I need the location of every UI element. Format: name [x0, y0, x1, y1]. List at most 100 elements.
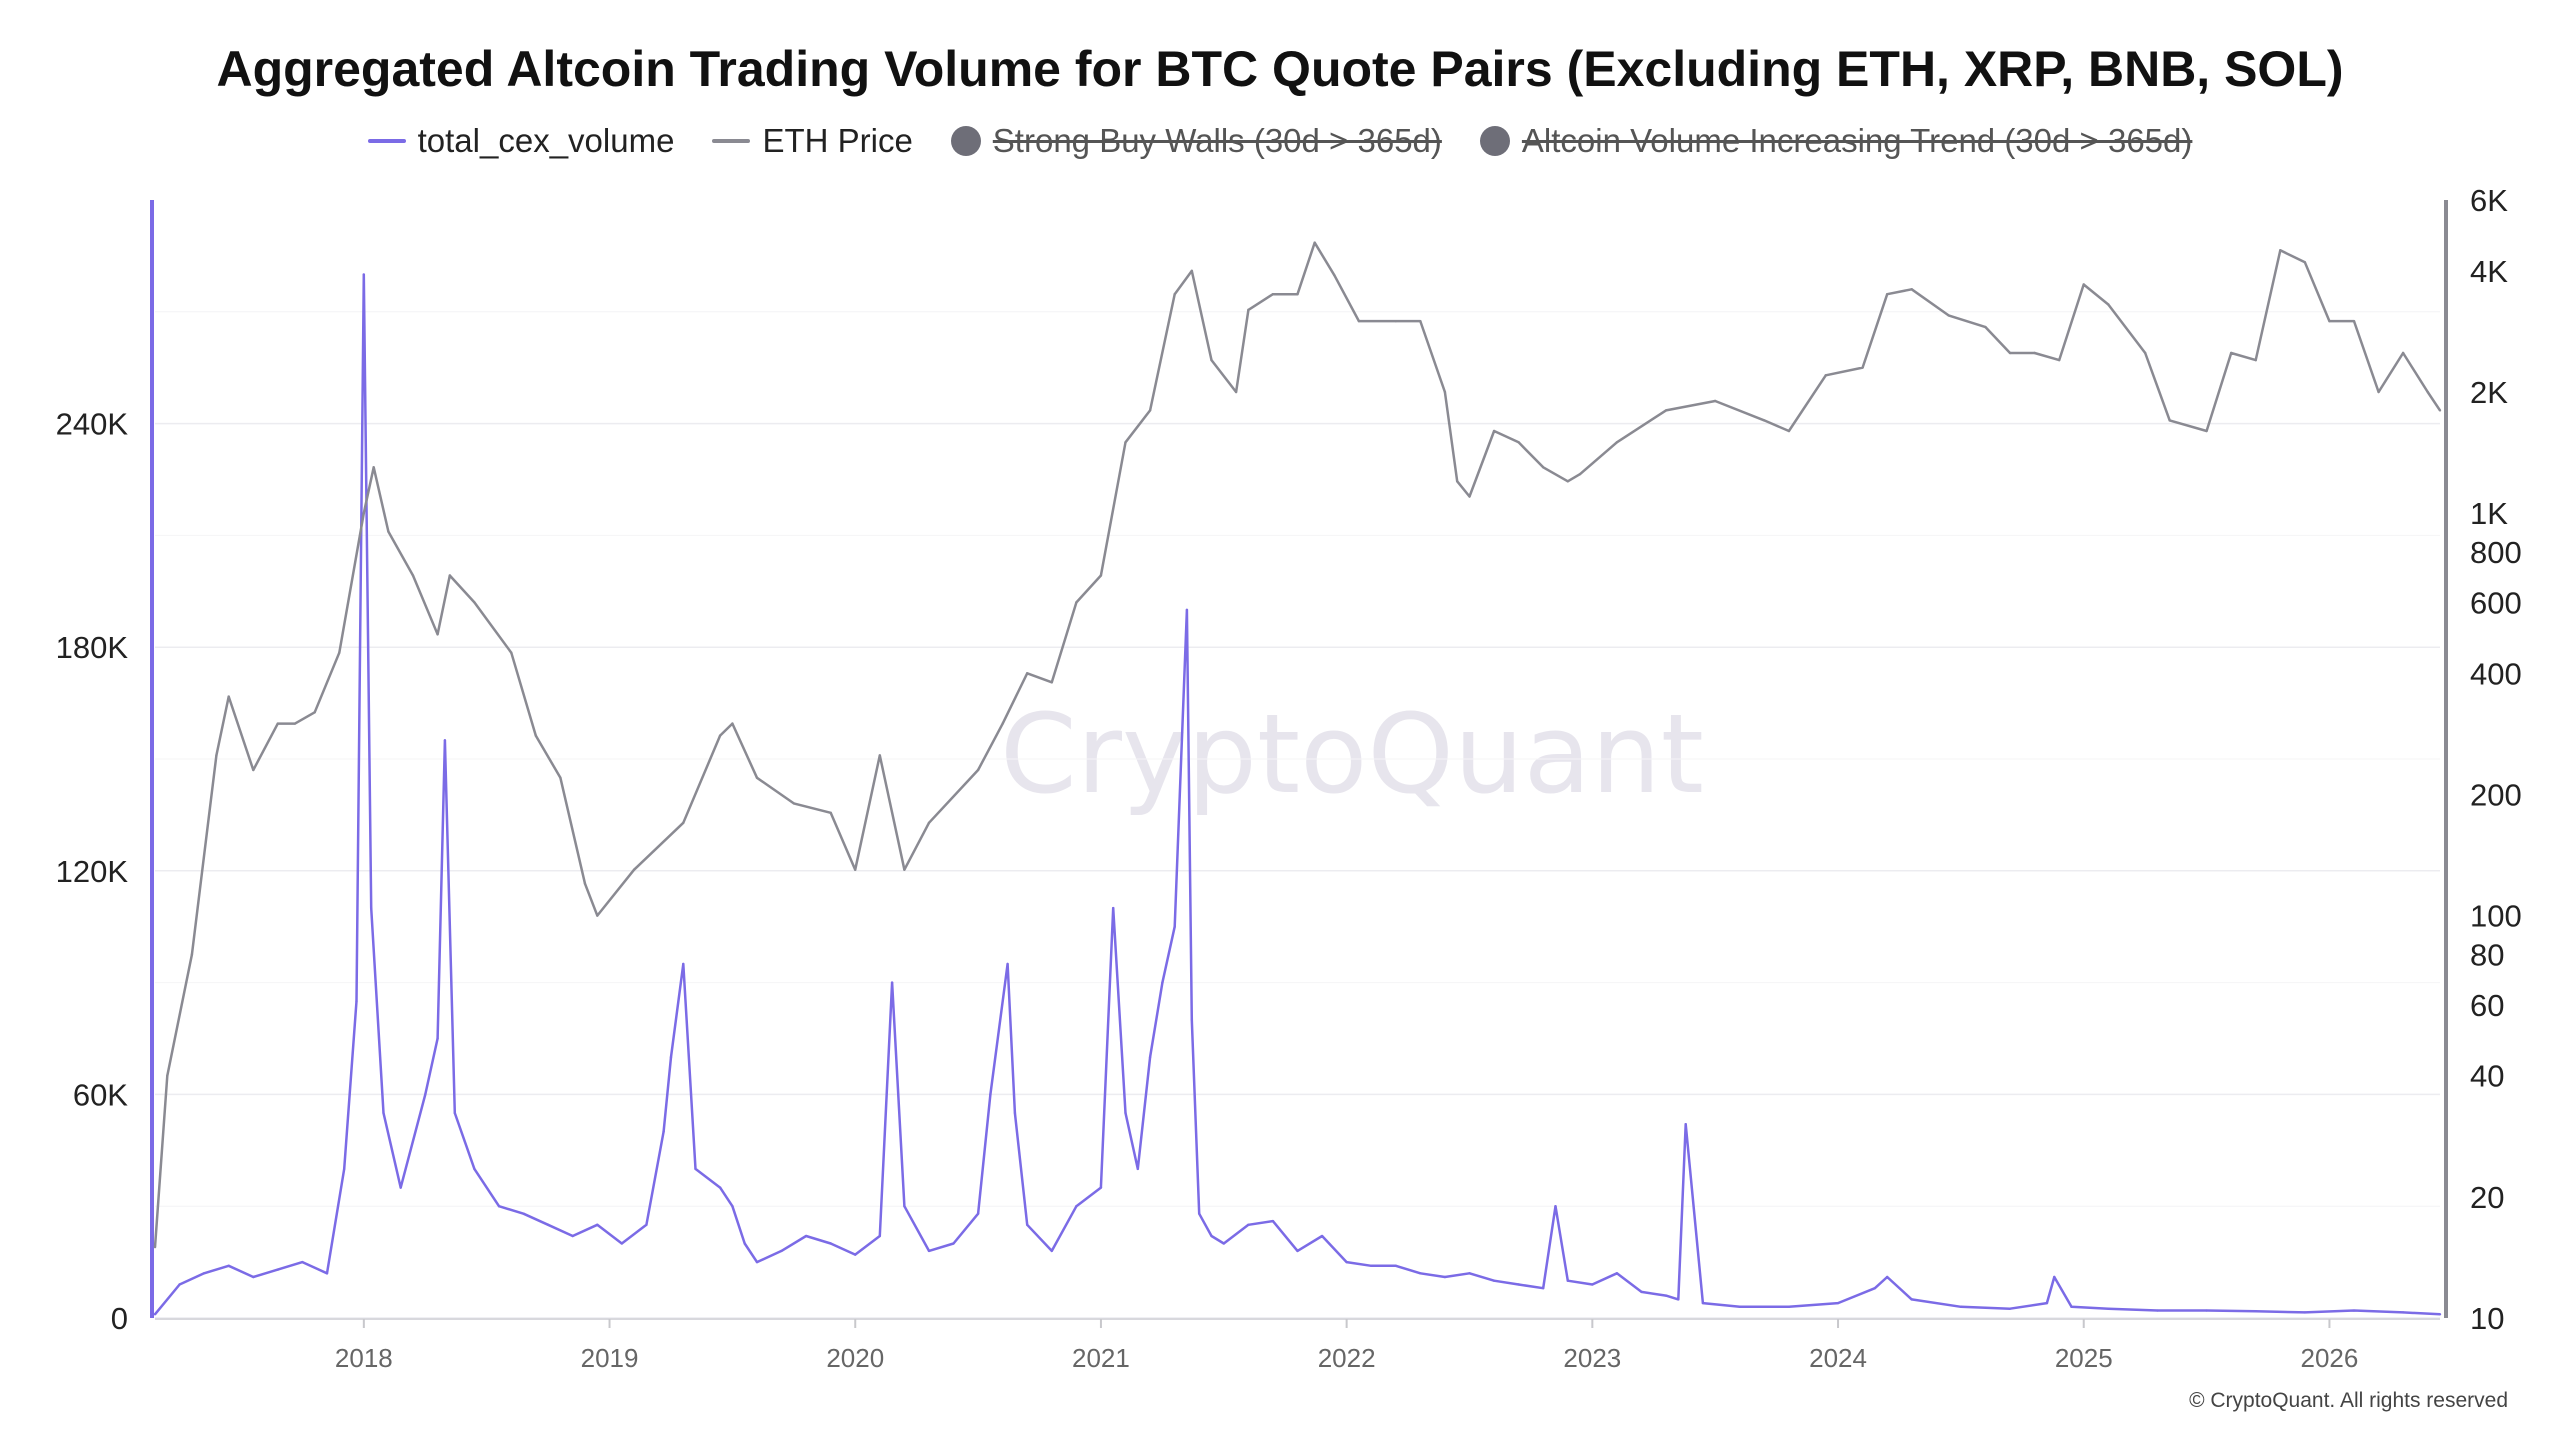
data-point-eth-price — [1615, 441, 1619, 444]
x-tick-label: 2026 — [2301, 1343, 2359, 1373]
data-point-total-cex-volume — [718, 1186, 722, 1189]
data-point-total-cex-volume — [202, 1272, 206, 1275]
data-point-total-cex-volume — [878, 1234, 882, 1238]
series-line-total-cex-volume — [154, 273, 2441, 1316]
data-point-total-cex-volume — [1247, 1223, 1250, 1227]
data-point-eth-price — [1468, 495, 1471, 498]
data-point-total-cex-volume — [989, 1093, 992, 1096]
data-point-eth-price — [1443, 390, 1447, 394]
data-point-eth-price — [1419, 319, 1422, 323]
data-point-eth-price — [1492, 429, 1496, 433]
legend-item-3[interactable]: Altcoin Volume Increasing Trend (30d > 3… — [1479, 122, 2193, 160]
data-point-total-cex-volume — [1136, 1167, 1139, 1171]
data-point-total-cex-volume — [1615, 1272, 1619, 1275]
data-point-total-cex-volume — [1222, 1242, 1225, 1245]
data-point-total-cex-volume — [522, 1212, 525, 1215]
data-point-total-cex-volume — [804, 1234, 808, 1238]
data-point-total-cex-volume — [952, 1242, 955, 1245]
data-point-eth-price — [1210, 358, 1213, 362]
data-point-total-cex-volume — [1345, 1260, 1348, 1264]
data-point-total-cex-volume — [682, 962, 685, 966]
data-point-total-cex-volume — [2205, 1309, 2208, 1312]
data-point-total-cex-volume — [1885, 1275, 1889, 1279]
data-point-eth-price — [1271, 293, 1275, 296]
x-tick-label: 2024 — [1809, 1343, 1867, 1373]
data-point-total-cex-volume — [927, 1249, 931, 1253]
y-right-tick-label: 2K — [2470, 375, 2508, 410]
data-point-total-cex-volume — [2107, 1307, 2110, 1310]
data-point-eth-price — [1124, 441, 1127, 444]
copyright-notice: © CryptoQuant. All rights reserved — [2189, 1389, 2508, 1412]
tick-labels-layer: 0 60K 120K 180K 240K 10 20 40 60 80 100 200 400 600 80… — [56, 183, 2522, 1373]
legend-item-1[interactable]: ETH Price — [712, 122, 913, 160]
data-point-eth-price — [510, 651, 513, 654]
data-point-total-cex-volume — [1112, 906, 1115, 910]
data-point-eth-price — [215, 754, 218, 757]
y-right-tick-label: 600 — [2470, 585, 2522, 620]
legend-item-0[interactable]: total_cex_volume — [367, 122, 674, 160]
data-point-eth-price — [227, 695, 230, 698]
data-point-total-cex-volume — [1517, 1283, 1520, 1286]
data-point-total-cex-volume — [546, 1223, 550, 1227]
x-tick-label: 2021 — [1072, 1343, 1130, 1373]
data-point-eth-price — [682, 821, 685, 825]
data-point-total-cex-volume — [2070, 1305, 2073, 1309]
data-point-eth-price — [313, 711, 316, 714]
y-right-tick-label: 20 — [2470, 1180, 2504, 1215]
data-point-total-cex-volume — [252, 1275, 255, 1279]
data-point-eth-price — [2303, 261, 2307, 264]
data-point-eth-price — [596, 914, 599, 917]
legend-line-marker — [367, 139, 406, 143]
data-point-total-cex-volume — [1050, 1249, 1054, 1253]
data-point-eth-price — [1001, 722, 1004, 725]
y-right-tick-label: 40 — [2470, 1059, 2504, 1094]
data-point-eth-price — [293, 722, 297, 725]
data-point-total-cex-volume — [571, 1234, 574, 1238]
legend-label: Altcoin Volume Increasing Trend (30d > 3… — [1521, 122, 2193, 159]
data-point-total-cex-volume — [1492, 1279, 1496, 1282]
data-point-eth-price — [1517, 441, 1520, 444]
data-point-total-cex-volume — [1566, 1279, 1569, 1282]
data-point-eth-price — [338, 651, 341, 654]
data-point-total-cex-volume — [1320, 1234, 1324, 1238]
data-point-eth-price — [878, 754, 882, 757]
data-point-eth-price — [2033, 351, 2036, 355]
data-point-total-cex-volume — [1738, 1305, 1741, 1309]
data-point-eth-price — [829, 811, 832, 815]
data-point-total-cex-volume — [370, 906, 373, 910]
data-point-total-cex-volume — [1296, 1249, 1299, 1253]
y-left-tick-label: 120K — [56, 854, 129, 889]
data-point-total-cex-volume — [382, 1111, 385, 1115]
data-point-eth-price — [632, 868, 636, 871]
data-point-eth-price — [2377, 390, 2380, 394]
y-right-tick-label: 10 — [2470, 1301, 2504, 1336]
data-point-total-cex-volume — [2156, 1309, 2159, 1312]
data-point-total-cex-volume — [1591, 1283, 1594, 1286]
data-point-total-cex-volume — [1554, 1205, 1557, 1208]
data-point-total-cex-volume — [645, 1223, 648, 1227]
data-point-eth-price — [1050, 681, 1054, 684]
data-point-eth-price — [448, 574, 452, 577]
data-point-eth-price — [190, 953, 194, 956]
data-point-total-cex-volume — [731, 1205, 734, 1208]
data-point-eth-price — [2008, 351, 2012, 355]
data-point-eth-price — [1394, 319, 1397, 323]
data-point-total-cex-volume — [436, 1037, 439, 1040]
data-point-eth-price — [1541, 466, 1545, 469]
legend-item-2[interactable]: Strong Buy Walls (30d > 365d) — [950, 122, 1442, 160]
data-point-eth-price — [792, 802, 796, 805]
data-point-total-cex-volume — [1185, 608, 1189, 612]
data-point-eth-price — [1247, 308, 1250, 312]
data-point-total-cex-volume — [1684, 1123, 1687, 1126]
data-point-total-cex-volume — [2045, 1301, 2049, 1305]
watermark: CryptoQuant — [1000, 690, 1704, 818]
data-point-eth-price — [2205, 429, 2208, 433]
x-tick-label: 2023 — [1563, 1343, 1621, 1373]
series-layer — [153, 241, 2442, 1316]
data-point-eth-price — [1947, 314, 1950, 317]
data-point-eth-price — [2401, 351, 2405, 355]
data-point-eth-price — [2328, 319, 2331, 323]
data-point-total-cex-volume — [453, 1111, 456, 1115]
x-tick-label: 2022 — [1318, 1343, 1376, 1373]
series-line-eth-price — [153, 241, 2442, 1248]
